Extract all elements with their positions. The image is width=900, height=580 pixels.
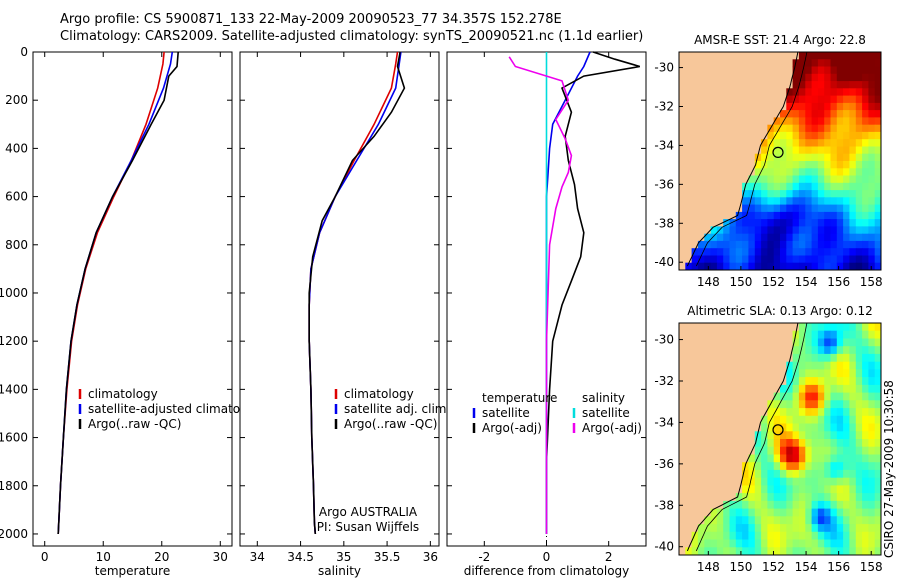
legend-label: climatology xyxy=(88,387,158,401)
y-tick-label: -30 xyxy=(654,61,674,75)
y-tick-label: 200 xyxy=(5,93,28,107)
series-line-argo-raw-qc- xyxy=(308,51,406,535)
series-line-argo-raw-qc- xyxy=(57,51,179,535)
x-tick-label: 34 xyxy=(250,550,265,564)
x-tick-label: 0 xyxy=(41,550,49,564)
map-title: AMSR-E SST: 21.4 Argo: 22.8 xyxy=(694,33,866,47)
x-axis-label: difference from climatology xyxy=(464,564,630,578)
y-tick-label: 1800 xyxy=(0,479,28,493)
panel-temperature: 0 10 20 30 0 200 400 600 800 1000 1200 1400 1600 1800… xyxy=(0,45,266,578)
series-line-argo-adj- xyxy=(508,56,573,534)
y-tick-label: -32 xyxy=(654,374,674,388)
timestamp-label: CSIRO 27-May-2009 10:30:58 xyxy=(882,380,896,558)
y-tick-label: -32 xyxy=(654,100,674,114)
y-tick-label: -34 xyxy=(654,138,674,152)
legend-label: satellite xyxy=(582,406,630,420)
x-tick-label: 150 xyxy=(729,275,752,289)
legend-label: Argo(..raw -QC) xyxy=(344,417,437,431)
x-tick-label: 154 xyxy=(795,560,818,574)
figure-title-line1: Argo profile: CS 5900871_133 22-May-2009… xyxy=(60,12,562,27)
x-tick-label: 36 xyxy=(423,550,438,564)
y-tick-label: 0 xyxy=(20,45,28,59)
y-tick-label: 1600 xyxy=(0,431,28,445)
float-marker xyxy=(772,424,784,436)
x-tick-label: 148 xyxy=(697,275,720,289)
legend-label: satellite-adjusted climatology xyxy=(88,402,266,416)
y-tick-label: 600 xyxy=(5,190,28,204)
series-line-argo-adj- xyxy=(545,51,641,534)
coastline xyxy=(686,52,799,267)
map-sla-map: 148 150 152 154 156 158 -30 -32 -34 -36 -38 -40 Alti… xyxy=(654,304,882,574)
map-field xyxy=(679,323,881,555)
x-tick-label: 158 xyxy=(860,560,883,574)
y-tick-label: -34 xyxy=(654,415,674,429)
x-tick-label: 150 xyxy=(729,560,752,574)
x-axis-label: temperature xyxy=(95,564,170,578)
y-tick-label: 1000 xyxy=(0,286,28,300)
map-title: Altimetric SLA: 0.13 Argo: 0.12 xyxy=(687,304,872,318)
y-tick-label: -36 xyxy=(654,457,674,471)
legend-label: climatology xyxy=(344,387,414,401)
x-tick-label: -2 xyxy=(478,550,490,564)
plot-frame xyxy=(32,51,233,547)
x-tick-label: 35.5 xyxy=(374,550,401,564)
y-tick-label: -38 xyxy=(654,498,674,512)
x-tick-label: 148 xyxy=(697,560,720,574)
y-tick-label: 800 xyxy=(5,238,28,252)
map-frame xyxy=(678,51,882,271)
x-tick-label: 154 xyxy=(795,275,818,289)
x-tick-label: 20 xyxy=(154,550,169,564)
x-tick-label: 158 xyxy=(860,275,883,289)
x-tick-label: 35 xyxy=(336,550,351,564)
x-tick-label: 156 xyxy=(827,275,850,289)
y-tick-label: 2000 xyxy=(0,527,28,541)
float-marker xyxy=(772,146,784,158)
x-axis-label: salinity xyxy=(318,564,361,578)
coastline xyxy=(686,323,799,552)
x-tick-label: 2 xyxy=(605,550,613,564)
legend-label: satellite adj. clim. xyxy=(344,402,450,416)
legend-title-temperature: temperature xyxy=(482,391,557,405)
legend-label: satellite xyxy=(482,406,530,420)
figure-title-line2: Climatology: CARS2009. Satellite-adjuste… xyxy=(60,29,644,44)
x-tick-label: 156 xyxy=(827,560,850,574)
x-tick-label: 34.5 xyxy=(287,550,314,564)
map-field xyxy=(679,52,881,270)
map-frame xyxy=(678,322,882,556)
x-tick-label: 10 xyxy=(96,550,111,564)
y-tick-label: -40 xyxy=(654,540,674,554)
annotation-line1: Argo AUSTRALIA xyxy=(319,505,418,519)
y-tick-label: 400 xyxy=(5,141,28,155)
annotation-line2: PI: Susan Wijffels xyxy=(317,520,419,534)
x-tick-label: 152 xyxy=(762,275,785,289)
y-tick-label: -38 xyxy=(654,216,674,230)
legend-title-salinity: salinity xyxy=(582,391,625,405)
y-tick-label: 1200 xyxy=(0,334,28,348)
y-tick-label: -30 xyxy=(654,333,674,347)
legend-label: Argo(-adj) xyxy=(482,421,542,435)
y-tick-label: -40 xyxy=(654,255,674,269)
shelf-contour xyxy=(695,323,808,552)
legend-label: Argo(..raw -QC) xyxy=(88,417,181,431)
x-tick-label: 0 xyxy=(543,550,551,564)
legend-label: Argo(-adj) xyxy=(582,421,642,435)
y-tick-label: 1400 xyxy=(0,382,28,396)
x-tick-label: 30 xyxy=(213,550,228,564)
y-tick-label: -36 xyxy=(654,177,674,191)
map-sst-map: 148 150 152 154 156 158 -30 -32 -34 -36 -38 -40 AMSR… xyxy=(654,33,882,289)
plot-frame xyxy=(239,51,440,547)
panel-salinity: 34 34.5 35 35.5 36 salinity climatologysatelli… xyxy=(239,51,450,578)
x-tick-label: 152 xyxy=(762,560,785,574)
shelf-contour xyxy=(695,52,808,267)
